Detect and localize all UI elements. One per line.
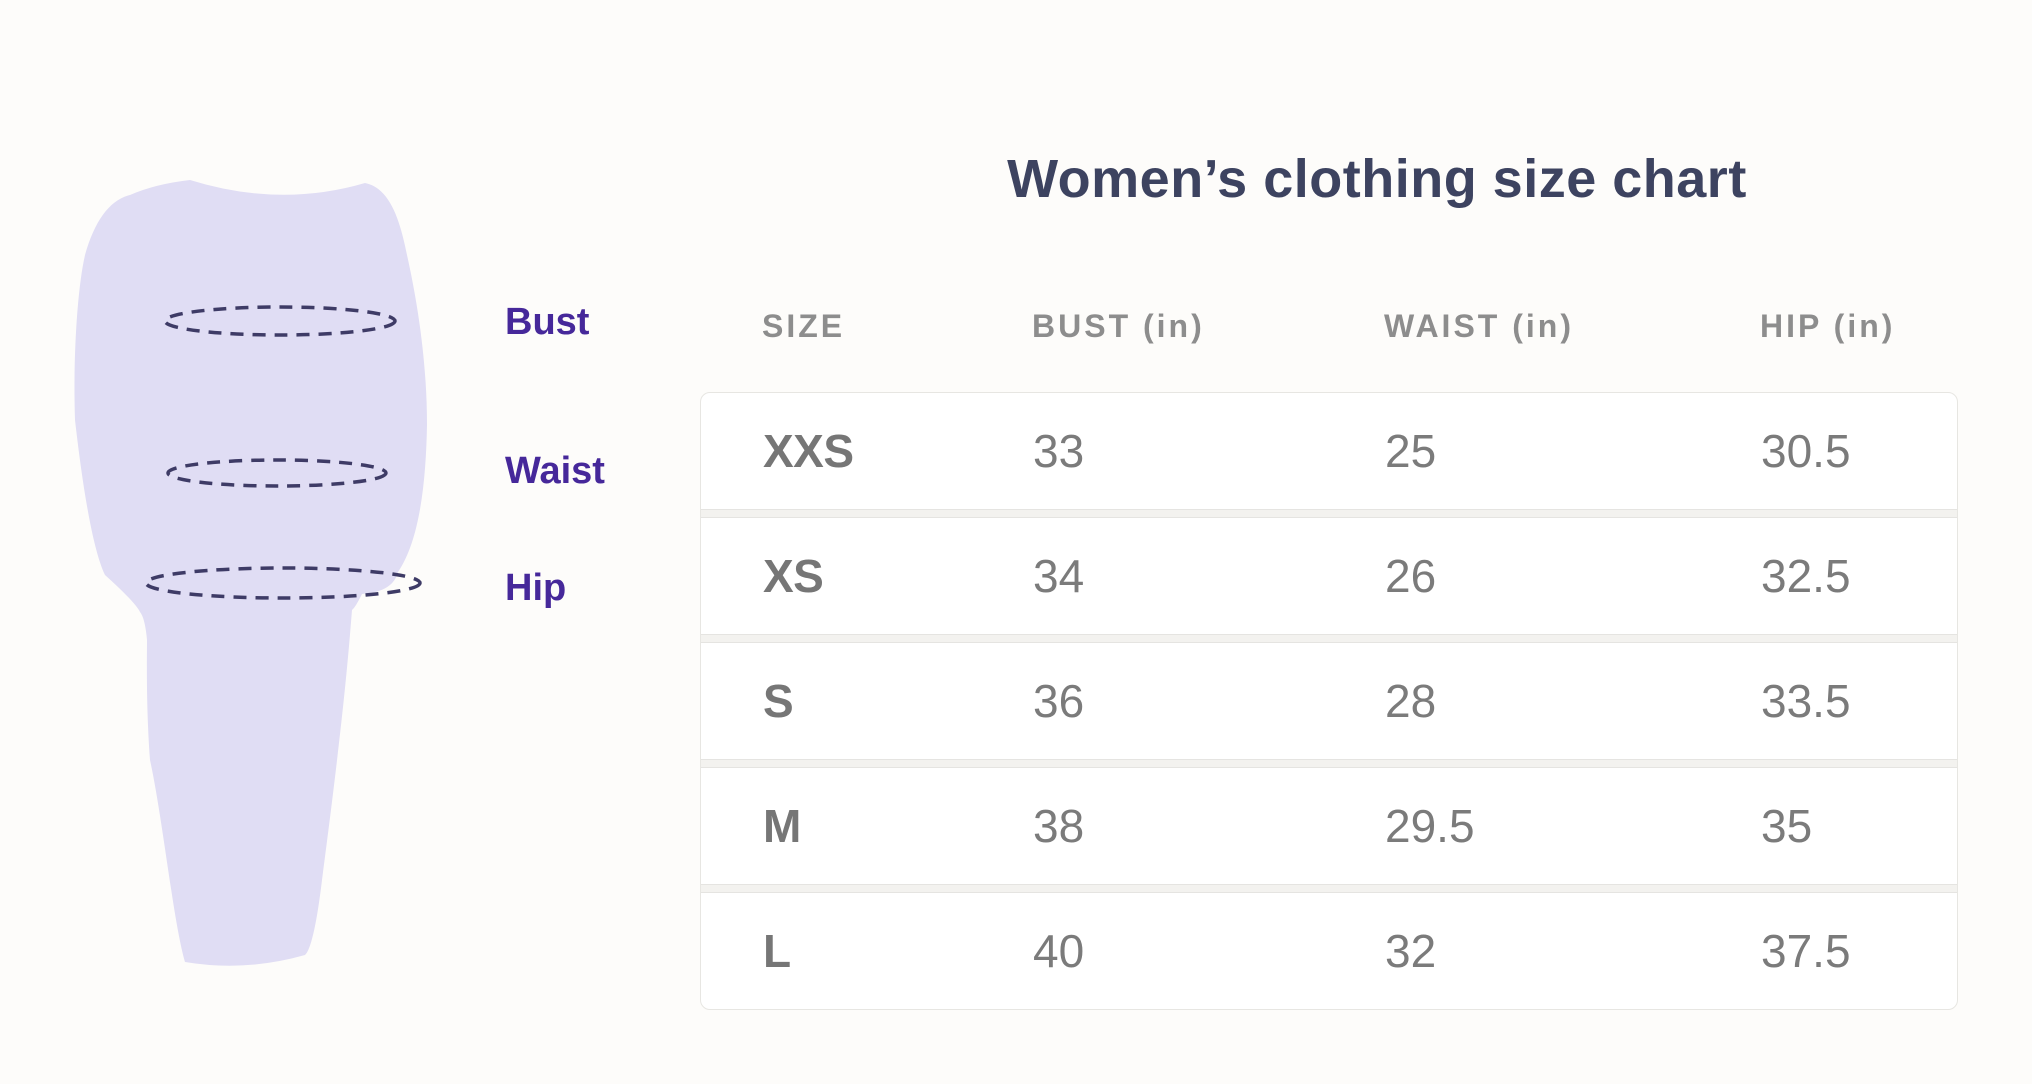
- table-row-s: S 36 28 33.5: [701, 643, 1957, 759]
- waist-value: 28: [1385, 675, 1437, 727]
- table-row-xs: XS 34 26 32.5: [701, 518, 1957, 634]
- waist-value: 25: [1385, 425, 1437, 477]
- waist-value: 26: [1385, 550, 1437, 602]
- hip-value: 37.5: [1761, 925, 1851, 977]
- header-hip: HIP (in): [1760, 308, 1896, 344]
- hip-value: 35: [1761, 800, 1813, 852]
- bust-label: Bust: [505, 301, 590, 343]
- bust-value: 33: [1033, 425, 1085, 477]
- table-row-m: M 38 29.5 35: [701, 768, 1957, 884]
- hip-value: 30.5: [1761, 425, 1851, 477]
- bust-value: 40: [1033, 925, 1085, 977]
- dress-illustration: [74, 180, 428, 966]
- waist-label: Waist: [505, 450, 605, 492]
- table-header-row: SIZE BUST (in) WAIST (in) HIP (in): [700, 308, 1958, 345]
- bust-value: 38: [1033, 800, 1085, 852]
- bust-measure-line: [163, 305, 397, 337]
- size-value: XXS: [763, 425, 854, 477]
- bust-value: 36: [1033, 675, 1085, 727]
- waist-value: 32: [1385, 925, 1437, 977]
- bust-value: 34: [1033, 550, 1085, 602]
- hip-value: 32.5: [1761, 550, 1851, 602]
- dress-silhouette: [74, 180, 428, 966]
- row-divider: [701, 634, 1957, 643]
- size-value: L: [763, 925, 791, 977]
- waist-value: 29.5: [1385, 800, 1475, 852]
- table-row-l: L 40 32 37.5: [701, 893, 1957, 1009]
- hip-value: 33.5: [1761, 675, 1851, 727]
- size-table: XXS 33 25 30.5 XS 34 26 32.5 S 36 28 33.…: [700, 392, 1958, 1010]
- hip-label: Hip: [505, 567, 567, 609]
- row-divider: [701, 884, 1957, 893]
- table-row-xxs: XXS 33 25 30.5: [701, 393, 1957, 509]
- size-value: S: [763, 675, 794, 727]
- hip-measure-line: [144, 566, 422, 600]
- header-size: SIZE: [762, 308, 846, 344]
- header-bust: BUST (in): [1032, 308, 1205, 344]
- waist-measure-line: [166, 458, 388, 488]
- size-value: XS: [763, 550, 824, 602]
- row-divider: [701, 759, 1957, 768]
- page-title: Women’s clothing size chart: [1007, 149, 1747, 209]
- size-value: M: [763, 800, 801, 852]
- header-waist: WAIST (in): [1384, 308, 1574, 344]
- row-divider: [701, 509, 1957, 518]
